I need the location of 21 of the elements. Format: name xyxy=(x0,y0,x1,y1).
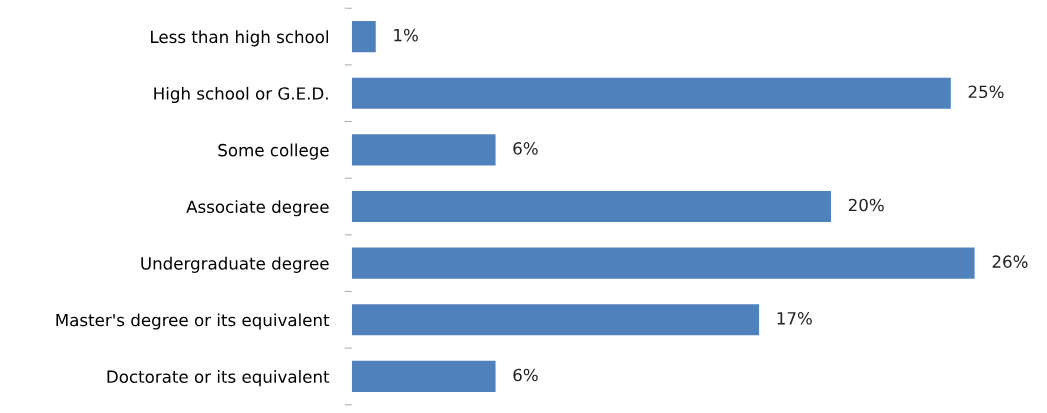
bar xyxy=(351,190,831,223)
bar xyxy=(351,77,951,109)
data-label: 6% xyxy=(513,142,538,155)
y-tick-label: Doctorate or its equivalent xyxy=(107,370,330,387)
bar xyxy=(351,360,496,392)
bar xyxy=(351,304,760,336)
y-tick-label: High school or G.E.D. xyxy=(154,86,328,104)
data-label: 25% xyxy=(968,85,1004,99)
y-tick-label: Master's degree or its equivalent xyxy=(56,313,330,330)
y-tick-label: Some college xyxy=(218,143,329,160)
bar xyxy=(351,134,496,166)
y-tick-label: Undergraduate degree xyxy=(141,256,329,273)
y-tick-label: Less than high school xyxy=(151,30,329,47)
bar xyxy=(351,21,376,53)
bar xyxy=(351,247,975,279)
y-tick-label: Associate degree xyxy=(186,200,329,217)
data-label: 26% xyxy=(992,255,1028,268)
data-label: 6% xyxy=(513,368,538,382)
data-label: 20% xyxy=(848,198,884,212)
data-label: 17% xyxy=(777,312,812,325)
data-label: 1% xyxy=(394,28,418,42)
